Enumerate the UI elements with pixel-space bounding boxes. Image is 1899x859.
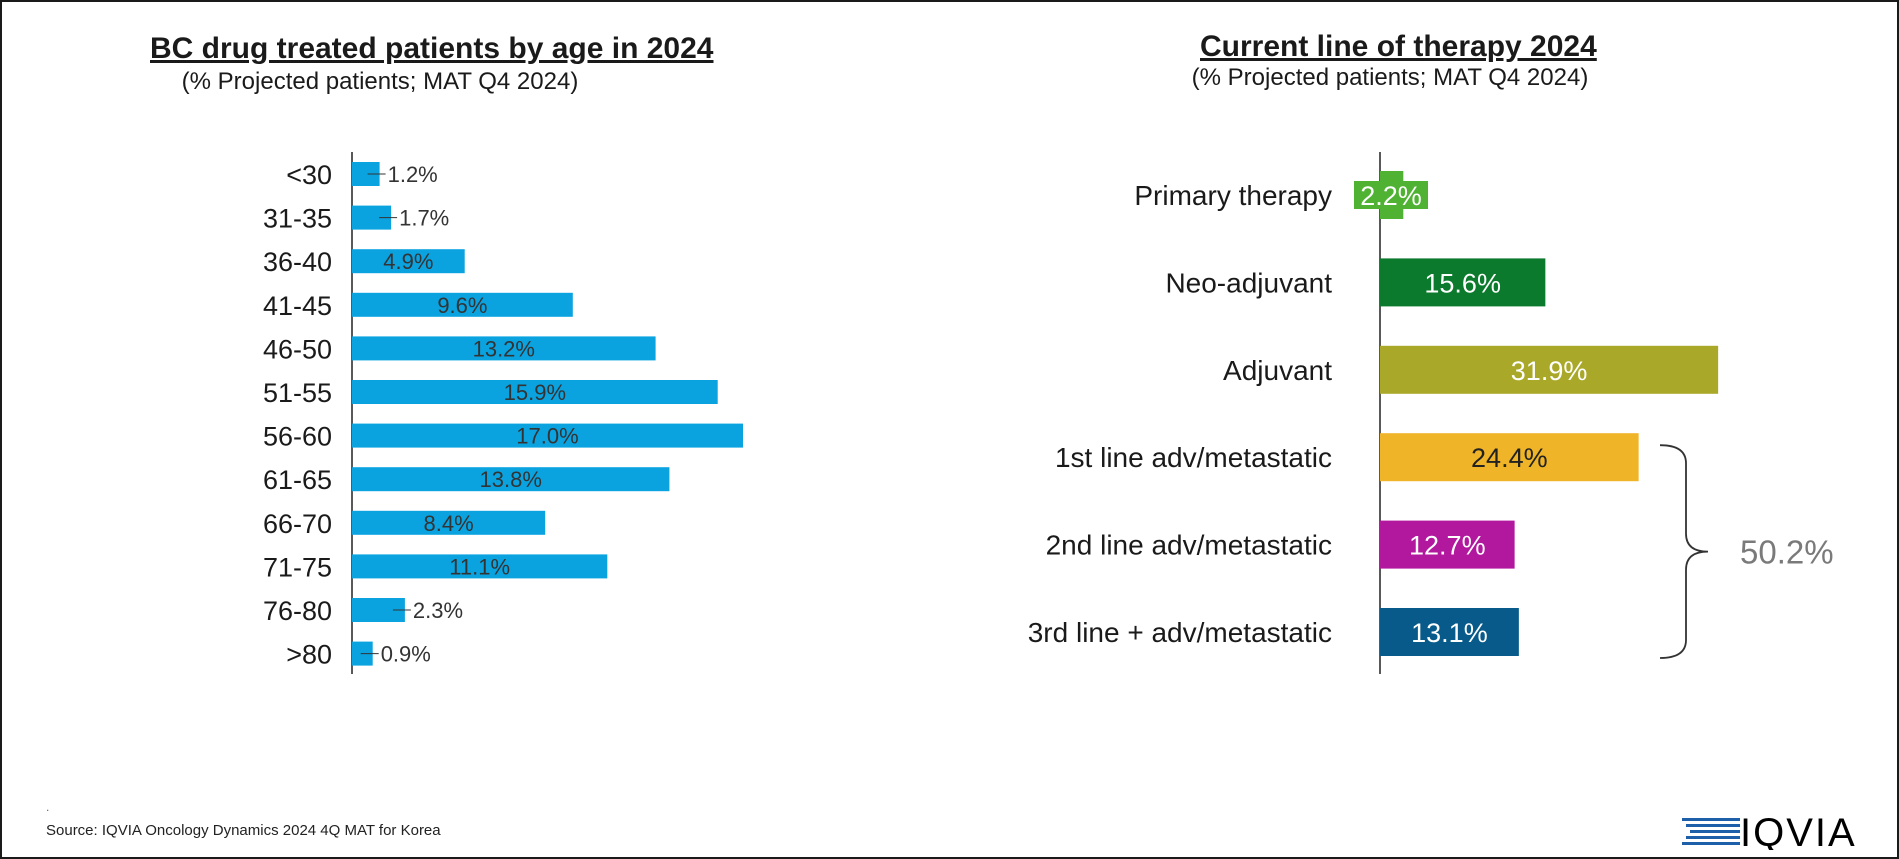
age-bar-8 <box>352 510 546 535</box>
age-value-label: 9.6% <box>437 293 487 318</box>
age-category-label: 76-80 <box>263 596 332 626</box>
age-bar-7 <box>352 467 670 492</box>
age-value-label: 8.4% <box>424 511 474 536</box>
therapy-category-label: 1st line adv/metastatic <box>1055 442 1332 473</box>
age-bar-3 <box>352 292 573 317</box>
age-category-label: 61-65 <box>263 465 332 495</box>
age-bar-6 <box>352 423 743 448</box>
age-category-label: 56-60 <box>263 422 332 452</box>
age-value-label: 11.1% <box>449 554 510 579</box>
therapy-value-label: 13.1% <box>1411 618 1488 648</box>
age-value-label: 13.2% <box>473 336 535 361</box>
iqvia-logo: IQVIA <box>1682 810 1872 855</box>
age-value-label: 0.9% <box>381 642 431 667</box>
right-chart-title: Current line of therapy 2024 <box>1200 30 1597 63</box>
age-category-label: 51-55 <box>263 378 332 408</box>
age-value-label: 15.9% <box>504 380 566 405</box>
therapy-bar-5 <box>1380 608 1519 656</box>
right-chart-subtitle: (% Projected patients; MAT Q4 2024) <box>1191 64 1589 91</box>
source-dot: . <box>46 800 50 814</box>
therapy-value-label: 2.2% <box>1360 181 1422 211</box>
therapy-bar-stub-0 <box>1380 171 1404 219</box>
age-category-label: >80 <box>286 640 332 670</box>
source-note: Source: IQVIA Oncology Dynamics 2024 4Q … <box>46 822 441 839</box>
age-bar-2 <box>352 249 465 274</box>
age-bar-5 <box>352 380 718 404</box>
therapy-bar-2 <box>1380 345 1719 394</box>
age-value-label: 4.9% <box>383 249 433 274</box>
age-value-label: 17.0% <box>516 424 578 449</box>
therapy-bar-3 <box>1380 433 1639 482</box>
iqvia-logo-text: IQVIA <box>1740 811 1857 850</box>
metastatic-bracket <box>1659 444 1709 659</box>
age-bar-4 <box>352 336 656 361</box>
age-category-label: 71-75 <box>263 552 332 582</box>
therapy-bar-1 <box>1380 258 1546 307</box>
age-bar-9 <box>352 554 608 579</box>
therapy-value-label: 31.9% <box>1511 356 1588 386</box>
iqvia-logo-mark: IQVIA <box>1682 811 1857 855</box>
age-value-label: 1.2% <box>388 162 438 187</box>
age-category-label: 46-50 <box>263 334 332 364</box>
therapy-category-label: 3rd line + adv/metastatic <box>1028 617 1332 648</box>
age-category-label: 31-35 <box>263 204 332 234</box>
metastatic-total-label: 50.2% <box>1740 534 1834 571</box>
therapy-category-label: Primary therapy <box>1134 180 1332 211</box>
age-category-label: 36-40 <box>263 247 332 277</box>
age-value-label: 13.8% <box>480 467 542 492</box>
therapy-value-label: 12.7% <box>1409 531 1486 561</box>
age-value-label: 2.3% <box>413 598 463 623</box>
left-chart-subtitle: (% Projected patients; MAT Q4 2024) <box>181 68 579 95</box>
therapy-value-label: 24.4% <box>1471 443 1548 473</box>
age-category-label: 41-45 <box>263 291 332 321</box>
therapy-category-label: Adjuvant <box>1223 355 1332 386</box>
therapy-bar-4 <box>1380 520 1515 569</box>
age-value-label: 1.7% <box>399 206 449 231</box>
therapy-category-label: 2nd line adv/metastatic <box>1046 530 1332 561</box>
therapy-category-label: Neo-adjuvant <box>1165 267 1332 298</box>
age-category-label: <30 <box>286 160 332 190</box>
age-category-label: 66-70 <box>263 509 332 539</box>
therapy-value-label: 15.6% <box>1424 268 1501 298</box>
